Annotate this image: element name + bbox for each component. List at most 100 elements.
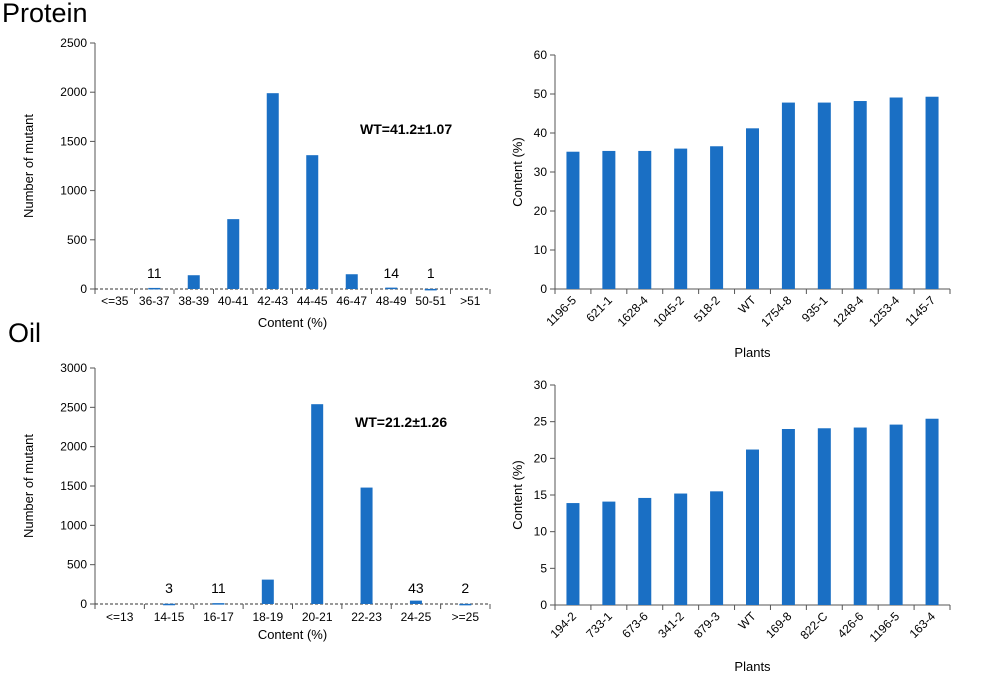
y-tick-label: 500 [67,558,87,572]
y-tick-label: 0 [80,282,87,296]
x-tick-label: 44-45 [297,294,328,308]
data-label: 11 [211,580,226,596]
y-tick-label: 25 [534,415,548,429]
x-tick-label: 1253-4 [866,293,903,330]
x-tick-label: 935-1 [799,293,831,325]
y-tick-label: 1000 [60,518,87,532]
y-tick-label: 500 [67,233,87,247]
y-tick-label: 2000 [60,85,87,99]
bar-50-51 [424,288,437,291]
bar-518-2 [710,146,724,289]
bar-38-39 [187,275,200,289]
bar-1248-4 [853,101,867,289]
y-tick-label: 2000 [60,440,87,454]
bar-46-47 [345,274,358,289]
bar-621-1 [602,150,616,289]
bar-1045-2 [674,148,688,289]
bar-24-25 [409,600,422,604]
section-title-protein: Protein [2,0,88,28]
x-axis-label: Plants [734,345,771,360]
x-tick-label: >=25 [452,610,480,624]
data-label: 14 [383,265,399,281]
bar-1754-8 [781,102,795,289]
y-tick-label: 20 [534,451,548,465]
x-tick-label: 1045-2 [650,293,687,330]
section-title-oil: Oil [8,318,41,348]
x-tick-label: 36-37 [139,294,170,308]
data-label: 11 [147,265,162,281]
x-tick-label: 518-2 [691,293,723,325]
y-axis-label: Content (%) [510,137,525,206]
y-tick-label: 1500 [60,134,87,148]
x-tick-label: <=13 [106,610,134,624]
y-tick-label: 1500 [60,479,87,493]
y-tick-label: 20 [534,204,548,218]
bar-935-1 [817,102,831,289]
y-tick-label: 40 [534,126,548,140]
bar-733-1 [602,501,616,605]
x-tick-label: 22-23 [351,610,382,624]
x-tick-label: 16-17 [203,610,234,624]
x-tick-label: 673-6 [619,609,651,641]
x-tick-label: 14-15 [154,610,185,624]
bar-673-6 [638,497,652,605]
x-tick-label: 1248-4 [830,293,867,330]
y-axis-label: Number of mutant [21,114,36,218]
x-tick-label: 42-43 [257,294,288,308]
wt-annotation: WT=41.2±1.07 [360,121,452,137]
x-tick-label: WT [736,609,760,633]
bar-48-49 [385,287,398,290]
y-axis-label: Number of mutant [21,434,36,538]
bar-1196-5 [566,151,580,289]
oil-histogram-chart: 0 500 1000 1500 2000 2500 3000 <=13 14-15 3 16-17 1… [21,361,491,642]
bar-1196-5 [889,424,903,605]
x-tick-label: 1145-7 [902,293,938,329]
bar-1145-7 [925,96,939,289]
bar-42-43 [266,93,279,290]
x-tick-label: 40-41 [218,294,249,308]
y-tick-label: 10 [534,243,548,257]
y-tick-label: 2500 [60,36,87,50]
y-tick-label: 2500 [60,400,87,414]
bar-44-45 [306,155,319,289]
x-axis-label: Content (%) [258,315,327,330]
bar-194-2 [566,503,580,605]
x-axis-label: Content (%) [258,627,327,642]
y-tick-label: 10 [534,525,548,539]
x-tick-label: 169-8 [763,609,795,641]
x-tick-label: >51 [460,294,481,308]
y-tick-label: 0 [540,282,547,296]
bar-163-4 [925,418,939,605]
x-tick-label: <=35 [101,294,129,308]
protein-histogram-chart: 0 500 1000 1500 2000 2500 <=35 36-37 11 38-39 40-4… [21,36,491,330]
x-tick-label: 341-2 [655,609,687,641]
x-tick-label: 1196-5 [867,609,903,645]
data-label: 1 [427,265,435,281]
protein-plants-chart: 0 10 20 30 40 50 60 1196-5 621-1 1628-4 1045-2 518-… [510,48,951,360]
y-tick-label: 0 [540,598,547,612]
y-tick-label: 50 [534,87,548,101]
x-tick-label: 20-21 [302,610,333,624]
y-tick-label: 15 [534,488,548,502]
x-tick-label: 194-2 [547,609,579,641]
y-tick-label: 1000 [60,184,87,198]
y-tick-label: 5 [540,561,547,575]
bar-879-3 [710,491,724,605]
bar-20-21 [311,404,324,604]
x-tick-label: 822-C [797,609,830,642]
x-tick-label: WT [736,293,760,317]
bar-WT [746,449,759,605]
data-label: 43 [408,580,424,596]
x-tick-label: 38-39 [178,294,209,308]
y-tick-label: 0 [80,597,87,611]
bar-40-41 [227,219,240,289]
x-tick-label: 879-3 [691,609,723,641]
data-label: 2 [461,580,469,596]
y-tick-label: 3000 [60,361,87,375]
bar-426-6 [853,427,867,605]
y-axis-label: Content (%) [510,460,525,529]
x-tick-label: 50-51 [415,294,446,308]
bar-1628-4 [638,150,652,289]
bar-18-19 [261,579,274,604]
